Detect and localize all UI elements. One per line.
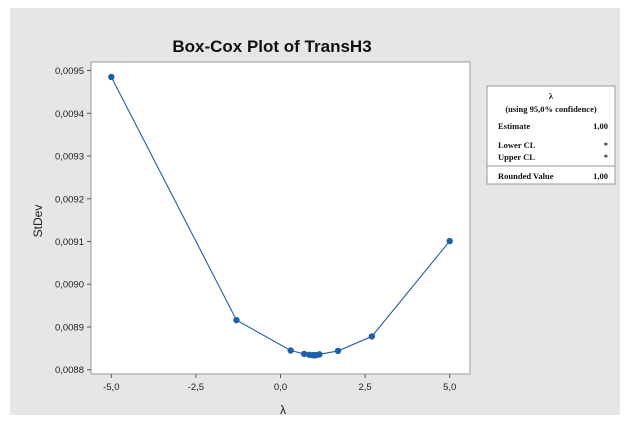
lambda-legend: λ (using 95,0% confidence) Estimate 1,00… [486,85,616,185]
y-tick-label: 0,0093 [55,152,84,163]
x-axis-label: λ [280,403,286,417]
y-axis-label: StDev [31,205,45,238]
legend-value-lower-cl: * [604,140,608,150]
legend-title: λ [549,91,554,101]
legend-label-upper-cl: Upper CL [498,152,535,162]
data-point [287,347,294,354]
legend-value-upper-cl: * [604,152,608,162]
x-axis: -5,0 -2,5 0,0 2,5 5,0 [103,374,456,393]
data-point [446,237,453,245]
y-tick-label: 0,0091 [55,237,84,248]
chart-title: Box-Cox Plot of TransH3 [172,37,371,56]
data-point [316,351,323,358]
legend-value-rounded: 1,00 [593,171,608,181]
y-tick-label: 0,0090 [55,280,84,291]
data-point [233,316,240,324]
legend-label-lower-cl: Lower CL [498,140,536,150]
legend-frame [486,85,616,185]
legend-label-rounded: Rounded Value [498,171,554,181]
series-points-group [108,73,453,359]
legend-label-estimate: Estimate [498,121,530,131]
y-tick-label: 0,0092 [55,194,84,205]
x-tick-label: 2,5 [358,382,371,393]
legend-subtitle: (using 95,0% confidence) [505,104,597,114]
plot-area [90,61,471,375]
x-tick-label: -5,0 [103,382,119,393]
x-tick-label: 5,0 [443,382,456,393]
data-point [300,350,308,358]
y-tick-label: 0,0095 [55,66,84,77]
y-axis: 0,0088 0,0089 0,0090 0,0091 0,0092 0,0093 0,00… [55,66,91,376]
y-tick-label: 0,0088 [55,365,84,376]
data-point [368,333,376,340]
y-tick-label: 0,0094 [55,109,84,120]
x-tick-label: 0,0 [274,382,287,393]
legend-value-estimate: 1,00 [593,121,608,131]
y-tick-label: 0,0089 [55,322,84,333]
data-point [108,73,115,81]
data-point [334,347,342,355]
x-tick-label: -2,5 [188,382,204,393]
